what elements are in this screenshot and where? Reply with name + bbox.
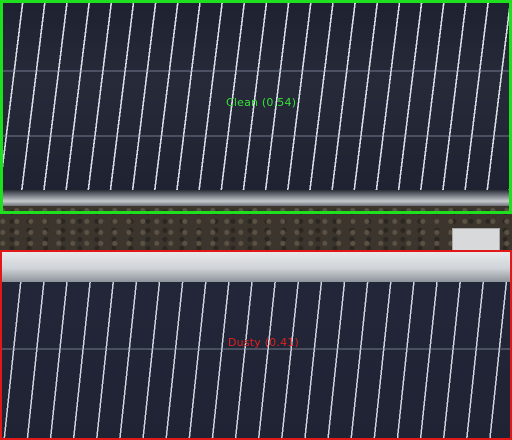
- solar-panel-bottom: [0, 252, 512, 440]
- panel-cell-seam: [0, 135, 512, 137]
- detection-label-dusty: Dusty (0.41): [228, 336, 299, 349]
- solar-panel-top: [0, 0, 512, 206]
- panel-frame: [0, 252, 512, 282]
- detection-box-clean: [0, 0, 512, 214]
- detection-label-clean: Clean (0.54): [226, 96, 297, 109]
- panel-cell-seam: [0, 348, 512, 350]
- panel-frame: [0, 190, 512, 206]
- panel-cell-seam: [0, 70, 512, 72]
- detection-box-dusty: [0, 250, 512, 440]
